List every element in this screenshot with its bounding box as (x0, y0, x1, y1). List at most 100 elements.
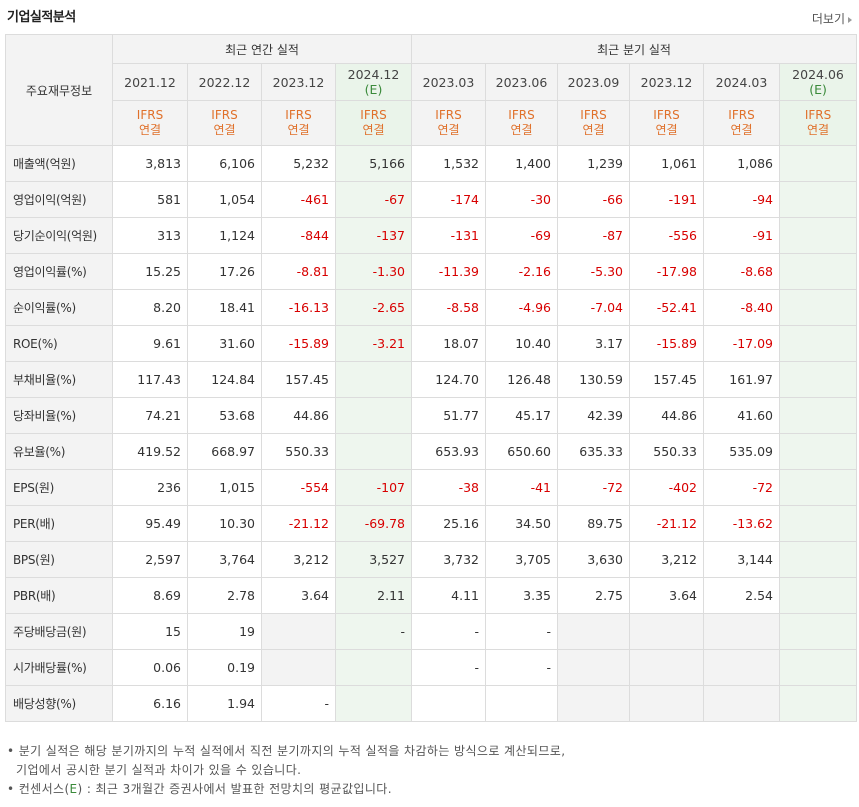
table-cell: 3.64 (629, 577, 704, 614)
table-cell: 635.33 (557, 433, 630, 470)
table-cell: -13.62 (703, 505, 780, 542)
table-cell: -72 (703, 469, 780, 506)
table-cell: 34.50 (485, 505, 558, 542)
table-cell (778, 433, 858, 470)
table-cell: -461 (261, 181, 336, 218)
table-cell: 3,630 (557, 541, 630, 578)
table-cell (778, 397, 858, 434)
table-cell: -91 (703, 217, 780, 254)
table-cell: 31.60 (187, 325, 262, 362)
table-cell: -2.16 (485, 253, 558, 290)
row-label: 주당배당금(원) (5, 613, 113, 650)
table-cell (335, 397, 412, 434)
table-cell: 2.75 (557, 577, 630, 614)
table-row: 유보율(%) 419.52 668.97 550.33 653.93 650.60 635.… (5, 433, 858, 470)
table-cell: 6,106 (187, 145, 262, 182)
table-cell: -21.12 (629, 505, 704, 542)
table-cell (778, 253, 858, 290)
table-row: PER(배) 95.49 10.30 -21.12 -69.78 25.16 34.50 89… (5, 505, 858, 542)
table-cell: 3,144 (703, 541, 780, 578)
table-cell: -174 (411, 181, 486, 218)
table-cell: 3,527 (335, 541, 412, 578)
table-cell: - (411, 649, 486, 686)
note-1-cont: 기업에서 공시한 분기 실적과 차이가 있을 수 있습니다. (16, 763, 302, 777)
table-cell: -2.65 (335, 289, 412, 326)
table-cell: -67 (335, 181, 412, 218)
table-cell: -8.58 (411, 289, 486, 326)
table-cell: 1,124 (187, 217, 262, 254)
row-label: 순이익률(%) (5, 289, 113, 326)
period-header: 2023.12 (261, 63, 336, 101)
table-cell: 1,532 (411, 145, 486, 182)
table-cell: 1,086 (703, 145, 780, 182)
table-cell: -5.30 (557, 253, 630, 290)
period-header: 2023.06 (485, 63, 558, 101)
table-cell (557, 649, 630, 686)
ifrs-basis-header: IFRS 연결 (485, 100, 558, 146)
table-cell (778, 469, 858, 506)
table-cell: -15.89 (261, 325, 336, 362)
table-cell: -17.98 (629, 253, 704, 290)
table-cell: 10.30 (187, 505, 262, 542)
table-cell (778, 649, 858, 686)
page-title: 기업실적분석 (7, 10, 76, 25)
table-cell: 3,732 (411, 541, 486, 578)
table-cell (557, 613, 630, 650)
table-cell: -11.39 (411, 253, 486, 290)
table-cell (703, 613, 780, 650)
period-header: 2023.09 (557, 63, 630, 101)
table-row: ROE(%) 9.61 31.60 -15.89 -3.21 18.07 10.40 3.17… (5, 325, 858, 362)
period-header: 2024.06 (E) (778, 63, 858, 101)
more-label: 더보기 (811, 12, 845, 26)
table-cell (778, 685, 858, 722)
table-cell: -1.30 (335, 253, 412, 290)
table-cell: -69 (485, 217, 558, 254)
table-cell: 3,212 (629, 541, 704, 578)
footnotes: • 분기 실적은 해당 분기까지의 누적 실적에서 직전 분기까지의 누적 실적… (7, 742, 565, 799)
table-cell: -72 (557, 469, 630, 506)
table-cell: 124.70 (411, 361, 486, 398)
row-label: 배당성향(%) (5, 685, 113, 722)
row-label: ROE(%) (5, 325, 113, 362)
table-row: 시가배당률(%) 0.06 0.19 - - (5, 649, 858, 686)
table-cell: 3,212 (261, 541, 336, 578)
table-cell: 124.84 (187, 361, 262, 398)
table-cell: -7.04 (557, 289, 630, 326)
table-cell: 4.11 (411, 577, 486, 614)
table-cell (778, 541, 858, 578)
table-cell: 5,232 (261, 145, 336, 182)
table-cell: 3.35 (485, 577, 558, 614)
row-label: 부채비율(%) (5, 361, 113, 398)
table-row: 순이익률(%) 8.20 18.41 -16.13 -2.65 -8.58 -4.96 -7.… (5, 289, 858, 326)
period-header: 2021.12 (112, 63, 188, 101)
table-cell (778, 361, 858, 398)
table-cell (261, 613, 336, 650)
table-cell: -21.12 (261, 505, 336, 542)
table-cell: 9.61 (112, 325, 188, 362)
row-label: PBR(배) (5, 577, 113, 614)
row-label: 영업이익률(%) (5, 253, 113, 290)
table-cell: 0.06 (112, 649, 188, 686)
table-cell: -69.78 (335, 505, 412, 542)
ifrs-basis-header: IFRS 연결 (629, 100, 704, 146)
table-cell: 18.07 (411, 325, 486, 362)
table-cell: 18.41 (187, 289, 262, 326)
table-cell: 44.86 (261, 397, 336, 434)
table-cell: 550.33 (261, 433, 336, 470)
row-label: EPS(원) (5, 469, 113, 506)
period-header: 2023.12 (629, 63, 704, 101)
financial-table: 주요재무정보 최근 연간 실적 최근 분기 실적 2021.12 2022.12 2… (5, 34, 858, 722)
table-cell (411, 685, 486, 722)
table-cell: -30 (485, 181, 558, 218)
more-link[interactable]: 더보기 (812, 10, 852, 27)
table-cell: 668.97 (187, 433, 262, 470)
label-header: 주요재무정보 (5, 34, 113, 146)
period-header: 2023.03 (411, 63, 486, 101)
table-cell: 95.49 (112, 505, 188, 542)
table-row: 영업이익(억원) 581 1,054 -461 -67 -174 -30 -66 -191 -94 (5, 181, 858, 218)
chevron-right-icon (848, 16, 852, 23)
ifrs-basis-header: IFRS 연결 (261, 100, 336, 146)
table-cell: -17.09 (703, 325, 780, 362)
ifrs-basis-header: IFRS 연결 (411, 100, 486, 146)
table-cell: 117.43 (112, 361, 188, 398)
